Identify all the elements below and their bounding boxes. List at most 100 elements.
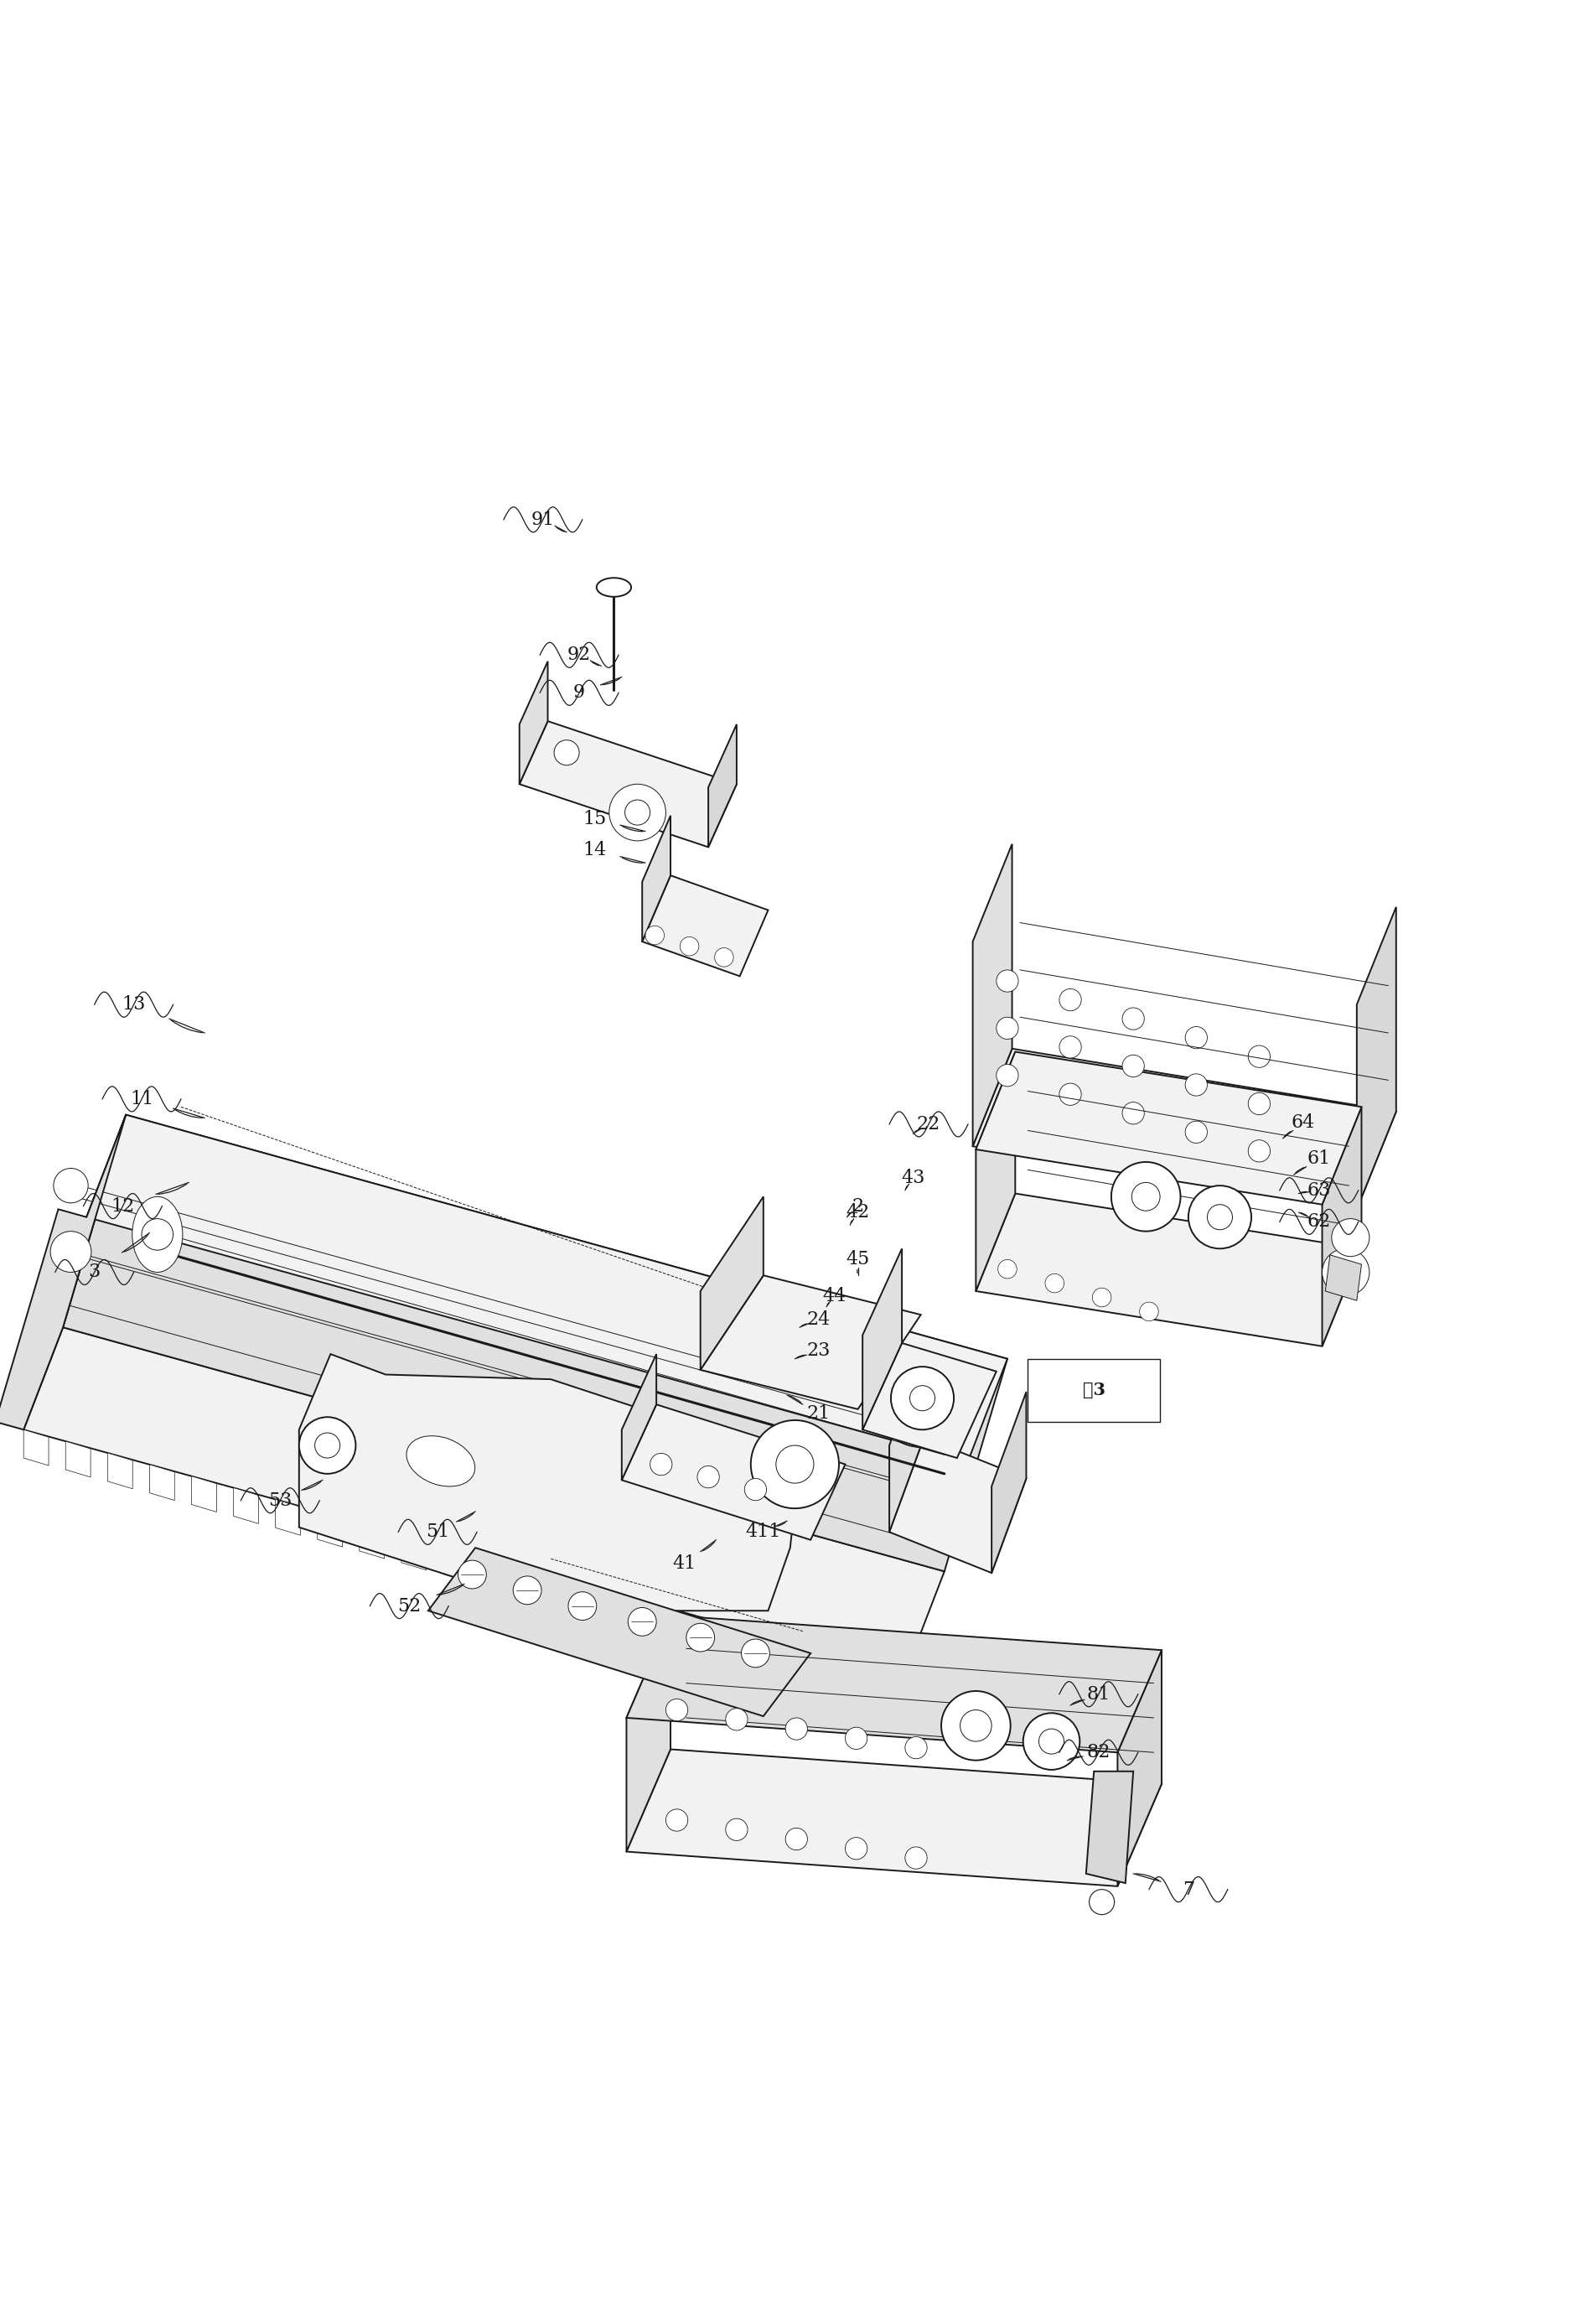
Polygon shape [863,1343,996,1457]
Text: 44: 44 [822,1287,847,1306]
Polygon shape [642,876,768,976]
Circle shape [680,937,699,955]
Circle shape [941,1692,1011,1759]
Text: 51: 51 [425,1522,450,1541]
Polygon shape [1086,1771,1133,1882]
Circle shape [726,1708,748,1731]
Circle shape [877,1360,965,1448]
Circle shape [1185,1120,1207,1143]
Circle shape [625,799,650,825]
Circle shape [1039,1729,1064,1755]
Circle shape [785,1829,807,1850]
Text: 63: 63 [1306,1181,1332,1199]
Polygon shape [428,1548,811,1715]
Polygon shape [976,1195,1362,1346]
Polygon shape [889,1350,924,1532]
Polygon shape [737,1627,762,1664]
Circle shape [1332,1218,1369,1257]
Circle shape [1045,1274,1064,1292]
Circle shape [1248,1092,1270,1116]
Polygon shape [863,1248,902,1429]
Text: 9: 9 [573,683,586,702]
Text: 411: 411 [746,1522,781,1541]
Ellipse shape [597,579,631,597]
Polygon shape [626,1750,1162,1887]
Text: 52: 52 [397,1597,422,1615]
Circle shape [845,1727,867,1750]
Circle shape [776,1446,814,1483]
Polygon shape [779,1638,804,1676]
Polygon shape [700,1276,921,1408]
Text: 23: 23 [806,1341,831,1360]
Text: 64: 64 [1291,1113,1316,1132]
Polygon shape [708,725,737,848]
Polygon shape [444,1545,469,1583]
Circle shape [554,739,579,765]
Circle shape [1122,1009,1144,1030]
Polygon shape [1322,1106,1362,1346]
Circle shape [905,1736,927,1759]
Circle shape [1092,1287,1111,1306]
Circle shape [751,1420,839,1508]
Circle shape [1322,1248,1369,1297]
Polygon shape [642,816,671,941]
Polygon shape [87,1116,1007,1462]
Circle shape [1132,1183,1160,1211]
Polygon shape [24,1116,126,1429]
Text: 41: 41 [672,1555,697,1573]
Text: 62: 62 [1306,1213,1332,1232]
Ellipse shape [406,1436,475,1487]
Polygon shape [653,1604,678,1641]
Circle shape [513,1576,541,1604]
Circle shape [1023,1713,1080,1771]
Circle shape [726,1820,748,1841]
Circle shape [845,1838,867,1859]
Circle shape [1248,1141,1270,1162]
Polygon shape [150,1464,175,1501]
Text: 22: 22 [916,1116,941,1134]
Circle shape [996,1018,1018,1039]
Text: 24: 24 [806,1311,831,1329]
Circle shape [1122,1055,1144,1076]
Polygon shape [696,1615,721,1652]
Circle shape [315,1434,340,1457]
Circle shape [745,1478,767,1501]
Text: 92: 92 [567,646,592,665]
Polygon shape [66,1441,91,1478]
Polygon shape [626,1615,671,1852]
Circle shape [741,1638,770,1666]
Circle shape [50,1232,91,1271]
Circle shape [650,1452,672,1476]
Circle shape [1140,1301,1158,1320]
Polygon shape [611,1592,636,1629]
Text: 43: 43 [900,1169,926,1188]
Polygon shape [519,720,737,848]
Polygon shape [63,1116,1007,1571]
Circle shape [666,1808,688,1831]
Text: 11: 11 [129,1090,154,1109]
Polygon shape [107,1452,132,1490]
Circle shape [1248,1046,1270,1067]
Text: 15: 15 [582,809,608,827]
Text: 82: 82 [1086,1743,1111,1762]
Circle shape [299,1418,356,1473]
Circle shape [686,1624,715,1652]
Polygon shape [622,1404,845,1541]
Polygon shape [626,1615,1162,1752]
Polygon shape [976,1053,1362,1204]
Polygon shape [24,1429,49,1466]
Circle shape [666,1699,688,1722]
Circle shape [568,1592,597,1620]
Circle shape [903,1385,938,1420]
Text: 3: 3 [88,1262,101,1281]
Polygon shape [889,1439,1026,1573]
Polygon shape [519,662,548,783]
Text: 7: 7 [1182,1880,1195,1899]
Polygon shape [570,1580,595,1618]
Polygon shape [822,1650,847,1687]
Circle shape [1059,988,1081,1011]
Text: 14: 14 [582,841,608,860]
Circle shape [142,1218,173,1250]
Circle shape [1059,1083,1081,1106]
Text: 12: 12 [110,1197,135,1215]
